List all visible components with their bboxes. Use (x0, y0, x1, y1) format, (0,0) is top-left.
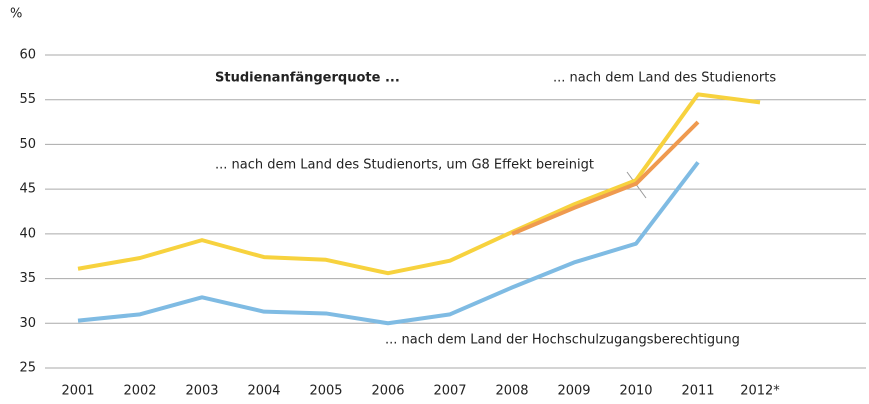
y-tick-label: 40 (19, 226, 36, 241)
x-tick-label: 2010 (619, 384, 652, 399)
y-tick-label: 35 (19, 271, 36, 286)
series-label: ... nach dem Land der Hochschulzugangsbe… (385, 333, 740, 348)
y-tick-label: 60 (19, 48, 36, 63)
y-tick-label: 30 (19, 316, 36, 331)
x-tick-label: 2001 (61, 384, 94, 399)
x-tick-label: 2007 (433, 384, 466, 399)
y-tick-label: 45 (19, 182, 36, 197)
x-tick-label: 2008 (495, 384, 528, 399)
chart-title: Studienanfängerquote ... (215, 71, 400, 86)
x-tick-label: 2004 (247, 384, 280, 399)
y-tick-label: 55 (19, 92, 36, 107)
x-tick-label: 2011 (681, 384, 714, 399)
x-tick-label: 2006 (371, 384, 404, 399)
y-tick-label: 50 (19, 137, 36, 152)
series-line (77, 161, 700, 326)
series-line (511, 120, 700, 236)
series-line (77, 92, 761, 276)
series-label: ... nach dem Land des Studienorts (553, 71, 776, 86)
x-tick-label: 2005 (309, 384, 342, 399)
x-tick-label: 2009 (557, 384, 590, 399)
y-axis-label: % (10, 7, 22, 22)
y-tick-label: 25 (19, 361, 36, 376)
x-tick-label: 2002 (123, 384, 156, 399)
x-tick-label: 2003 (185, 384, 218, 399)
series-label: ... nach dem Land des Studienorts, um G8… (215, 158, 594, 173)
x-tick-label: 2012* (740, 384, 780, 399)
